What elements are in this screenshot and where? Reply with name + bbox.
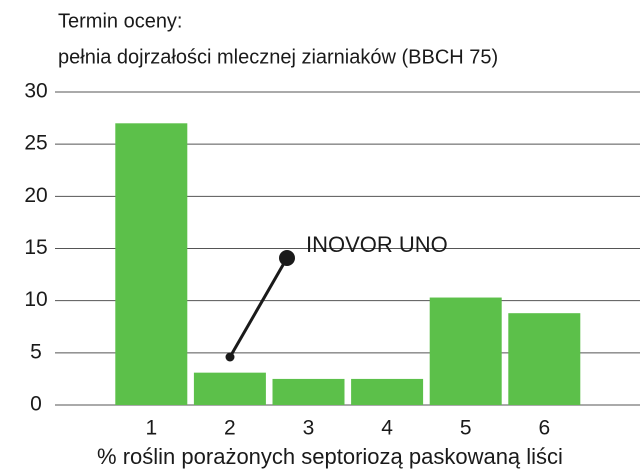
bar: [272, 378, 345, 405]
x-tick-label: 3: [303, 417, 315, 440]
bar: [429, 297, 502, 405]
bar: [351, 378, 424, 405]
chart-subtitle: pełnia dojrzałości mlecznej ziarniaków (…: [58, 46, 498, 68]
chart-title: Termin oceny:: [58, 10, 183, 32]
annotation-pointer: [228, 257, 289, 358]
y-tick-label: 30: [24, 80, 47, 103]
x-tick-label: 2: [224, 417, 236, 440]
y-tick-label: 25: [24, 132, 47, 155]
y-tick-label: 15: [24, 236, 47, 259]
y-tick-label: 0: [30, 393, 42, 416]
annotation: INOVOR UNO: [306, 232, 448, 257]
x-tick-label: 1: [145, 417, 157, 440]
bars: 1 2 3 4 5 6: [115, 123, 581, 440]
annotation-dot: [225, 352, 235, 362]
y-tick-label: 10: [24, 288, 47, 311]
x-tick-label: 4: [381, 417, 393, 440]
x-tick-label: 5: [460, 417, 472, 440]
y-tick-label: 20: [24, 184, 47, 207]
x-tick-label: 6: [538, 417, 550, 440]
bar: [508, 313, 581, 405]
x-axis-label: % roślin porażonych septoriozą paskowaną…: [97, 444, 563, 469]
y-tick-label: 5: [30, 340, 42, 363]
annotation-dot: [279, 250, 295, 266]
bar: [115, 123, 188, 406]
bar: [193, 372, 266, 405]
